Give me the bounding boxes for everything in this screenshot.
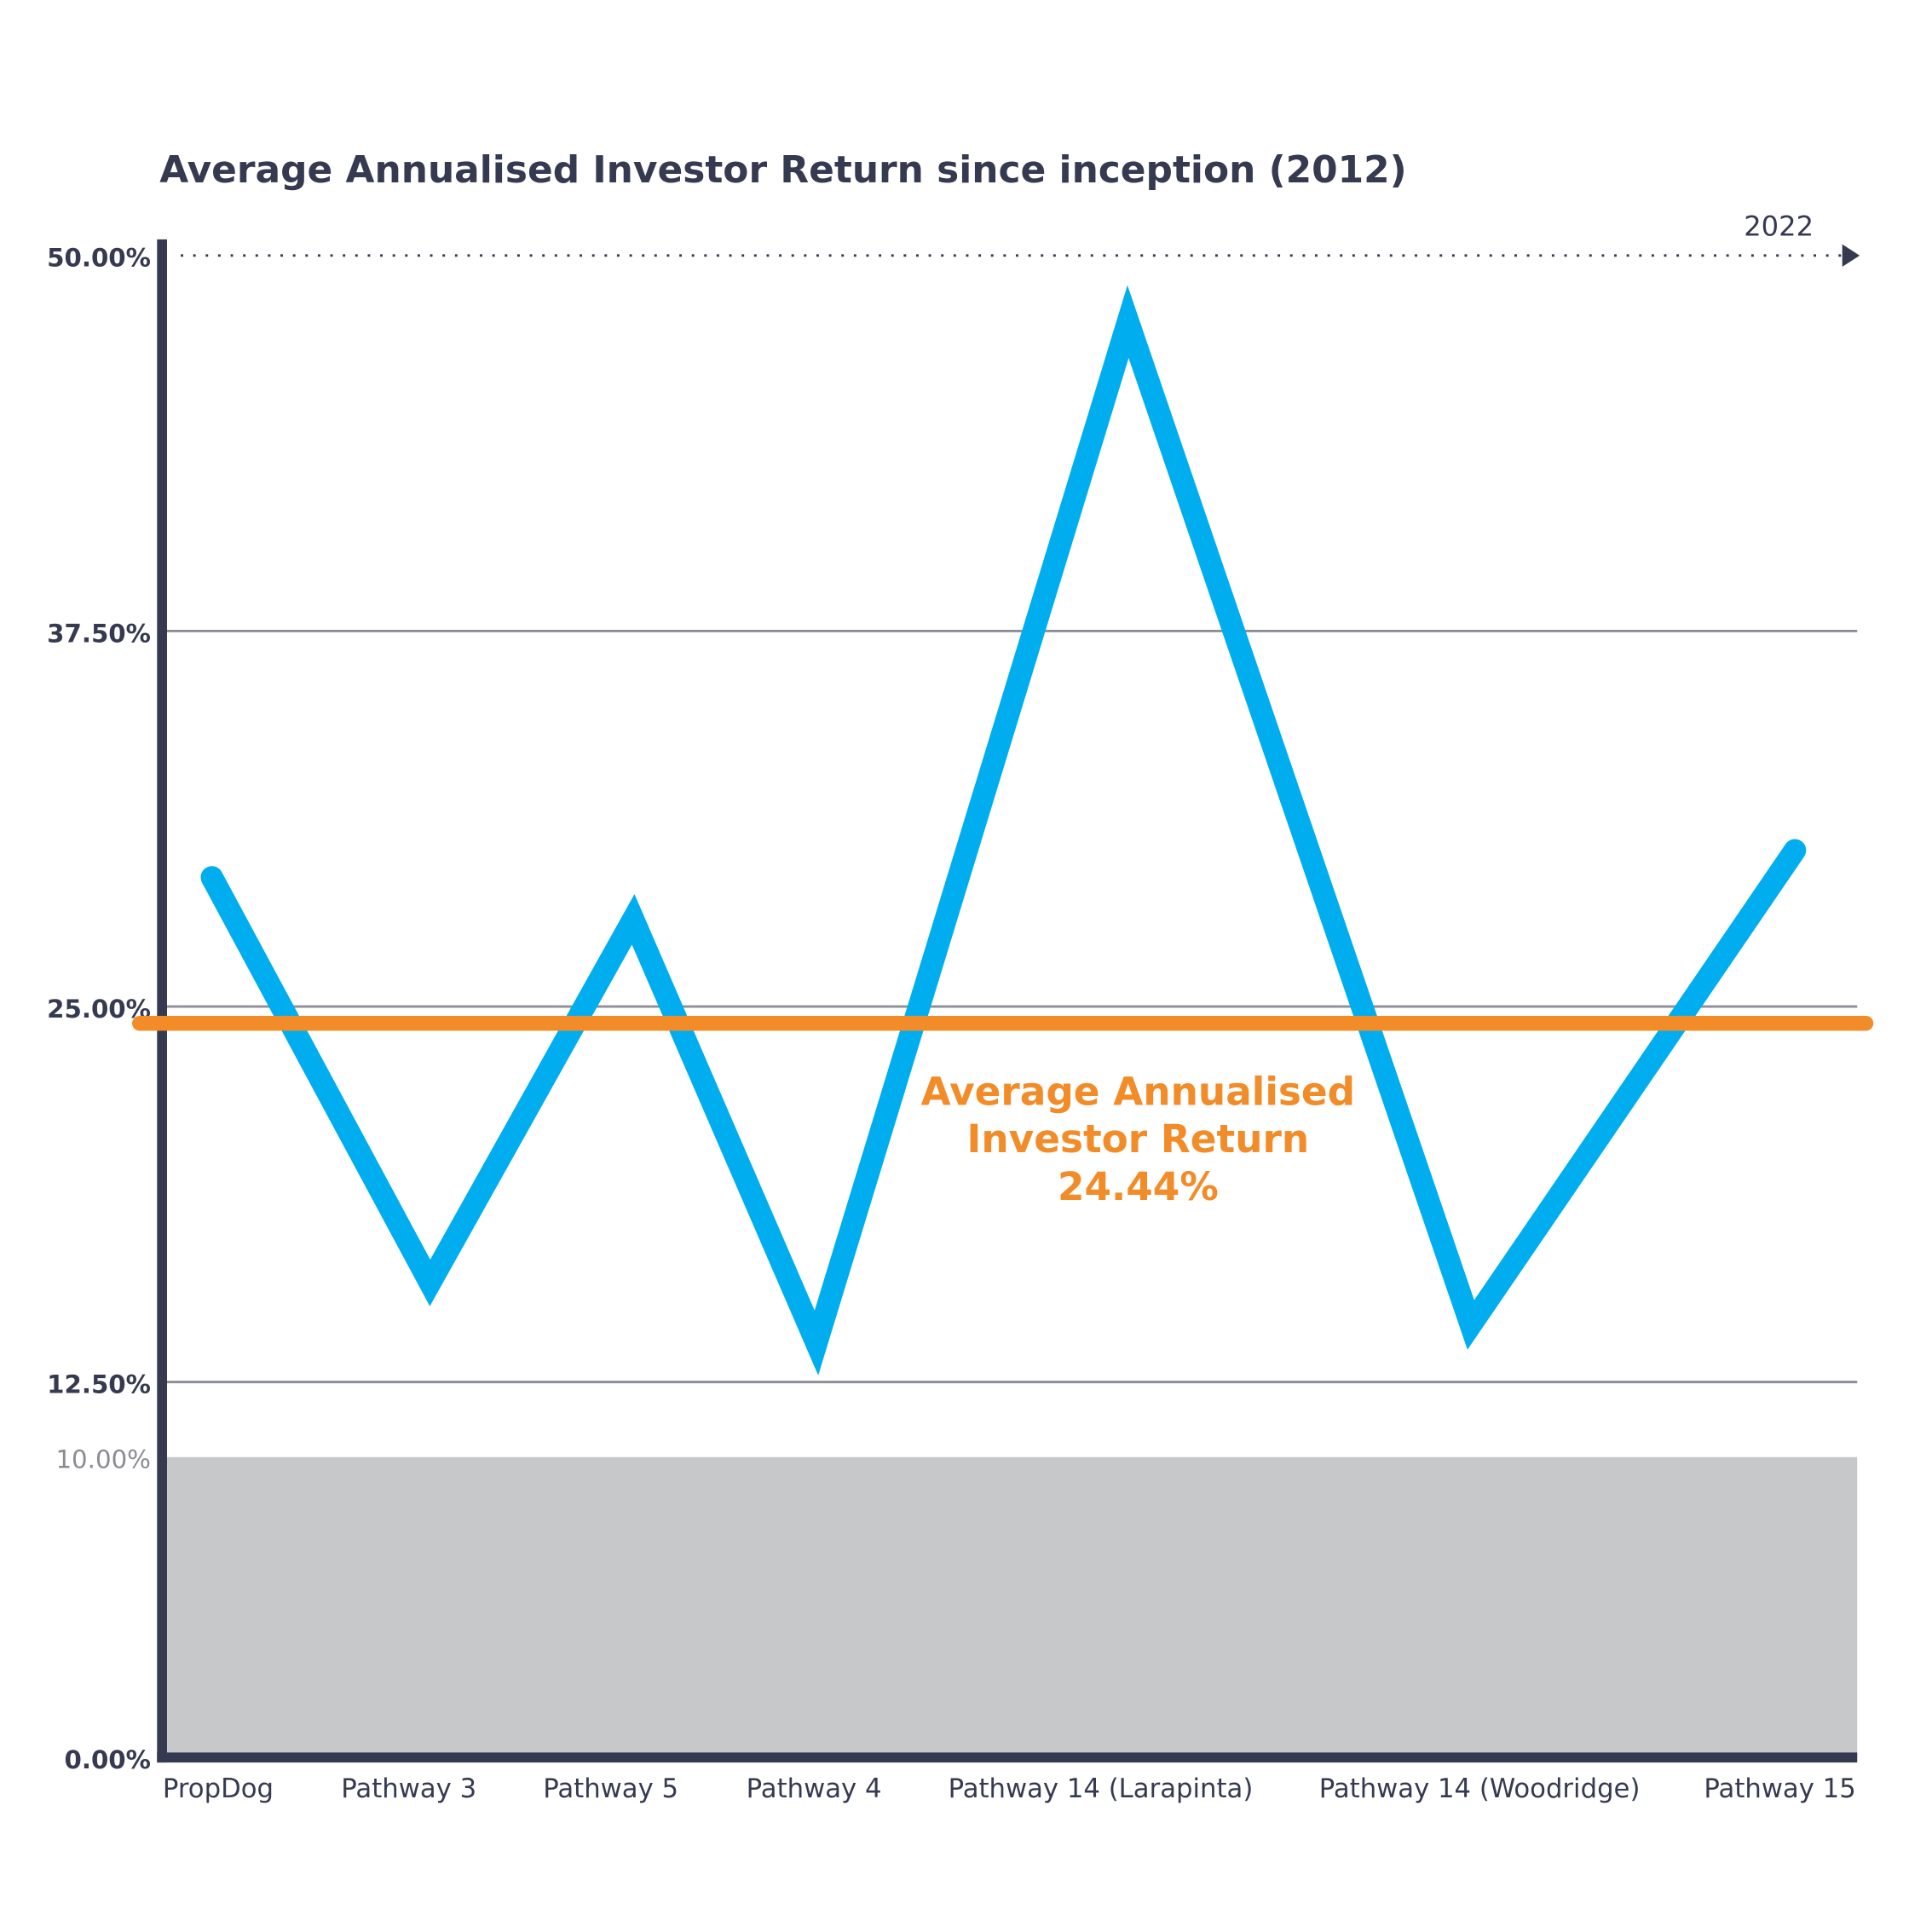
y-tick-label: 50.00% [47, 244, 151, 273]
x-tick-label: Pathway 14 (Woodridge) [1319, 1773, 1641, 1804]
y-tick-label: 12.50% [47, 1370, 151, 1399]
shaded-band [162, 1456, 1858, 1758]
y-tick-label: 25.00% [47, 995, 151, 1024]
data-line [200, 285, 1807, 1375]
chart-title: Average Annualised Investor Return since… [159, 148, 1407, 192]
x-tick-label: Pathway 14 (Larapinta) [949, 1773, 1254, 1804]
average-label: Investor Return [967, 1116, 1310, 1162]
band-label: 10.00% [55, 1445, 151, 1474]
y-tick-label: 0.00% [64, 1745, 150, 1774]
x-tick-label: Pathway 15 [1704, 1773, 1855, 1804]
arrow-head [1842, 244, 1860, 267]
x-tick-label: Pathway 3 [341, 1773, 476, 1804]
y-tick-label: 37.50% [47, 619, 151, 648]
x-tick-label: Pathway 5 [543, 1773, 678, 1804]
average-value-label: 24.44% [1058, 1164, 1219, 1209]
x-tick-label: PropDog [163, 1773, 274, 1804]
x-tick-label: Pathway 4 [747, 1773, 882, 1804]
end-label: 2022 [1744, 211, 1814, 243]
average-label: Average Annualised [921, 1070, 1355, 1115]
